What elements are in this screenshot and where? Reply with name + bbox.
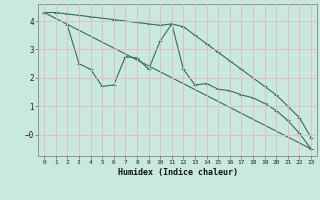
X-axis label: Humidex (Indice chaleur): Humidex (Indice chaleur) xyxy=(118,168,238,177)
